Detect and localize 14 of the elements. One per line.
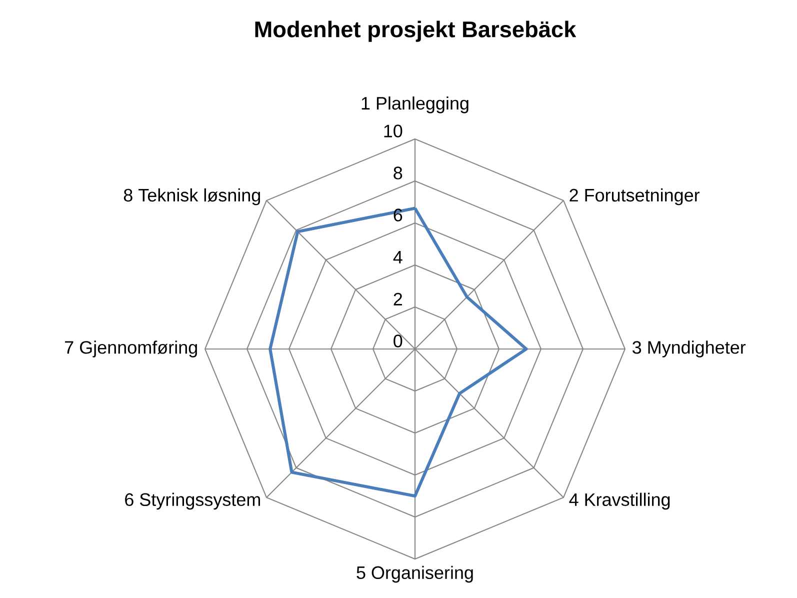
spoke-label: 2 Forutsetninger [570, 188, 700, 206]
spoke-label: 3 Myndigheter [632, 340, 746, 358]
y-tick-label: 10 [384, 124, 402, 138]
spoke-label: 5 Organisering [356, 566, 473, 583]
spoke-label: 8 Teknisk løsning [124, 188, 260, 206]
y-tick-label: 4 [393, 251, 402, 264]
y-tick-label: 8 [394, 166, 402, 180]
chart-title: Modenhet prosjekt Barsebäck [255, 20, 576, 42]
spoke-label: 7 Gjennomføring [65, 340, 197, 358]
spoke-label: 4 Kravstilling [569, 492, 670, 510]
spoke-label: 6 Styringssystem [125, 492, 260, 510]
y-tick-label: 0 [394, 334, 402, 348]
y-tick-label: 2 [394, 292, 402, 306]
spoke-label: 1 Planlegging [362, 96, 468, 114]
